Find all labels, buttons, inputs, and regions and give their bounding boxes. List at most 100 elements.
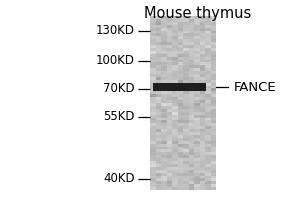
Bar [188, 132, 194, 135]
Bar [150, 71, 156, 74]
Bar [200, 91, 205, 94]
Bar [200, 146, 205, 149]
Bar [150, 106, 156, 109]
Bar [167, 109, 172, 112]
Bar [211, 172, 216, 176]
Bar [150, 36, 156, 39]
Bar [161, 123, 167, 126]
Bar [188, 68, 194, 71]
Bar [188, 184, 194, 187]
Bar [161, 169, 167, 173]
Bar [167, 117, 172, 120]
Bar [167, 24, 172, 28]
Bar [161, 51, 167, 54]
Bar [167, 36, 172, 39]
Bar [178, 149, 183, 152]
Bar [172, 94, 178, 97]
Bar [183, 112, 189, 115]
Bar [200, 184, 205, 187]
Bar [172, 27, 178, 30]
Bar [172, 74, 178, 77]
Bar [205, 126, 211, 129]
Bar [172, 85, 178, 88]
Bar [205, 19, 211, 22]
Bar [200, 161, 205, 164]
Bar [172, 39, 178, 42]
Bar [194, 22, 200, 25]
Bar [200, 97, 205, 100]
Bar [178, 74, 183, 77]
Bar [172, 80, 178, 83]
Bar [194, 158, 200, 161]
Bar [161, 65, 167, 68]
Bar [178, 88, 183, 91]
Bar [155, 39, 161, 42]
Bar [172, 138, 178, 141]
Bar [172, 172, 178, 176]
Bar [194, 48, 200, 51]
Bar [150, 45, 156, 48]
Bar [161, 33, 167, 36]
Bar [172, 24, 178, 28]
Bar [150, 16, 156, 19]
Bar [211, 187, 216, 190]
Bar [161, 129, 167, 132]
Bar [183, 22, 189, 25]
Bar [211, 114, 216, 117]
Bar [172, 59, 178, 62]
Bar [155, 91, 161, 94]
Bar [183, 71, 189, 74]
Bar [211, 48, 216, 51]
Bar [167, 71, 172, 74]
Bar [167, 152, 172, 155]
Bar [211, 100, 216, 103]
Bar [150, 56, 156, 60]
Bar [172, 114, 178, 117]
Bar [172, 117, 178, 120]
Bar [211, 39, 216, 42]
Bar [167, 48, 172, 51]
Bar [188, 103, 194, 106]
Bar [194, 132, 200, 135]
Bar [194, 27, 200, 30]
Bar [150, 169, 156, 173]
Bar [188, 135, 194, 138]
Bar [150, 103, 156, 106]
Bar [172, 53, 178, 57]
Bar [188, 36, 194, 39]
Bar [161, 71, 167, 74]
Bar [178, 82, 183, 86]
Bar [211, 71, 216, 74]
Bar [155, 65, 161, 68]
Bar [178, 85, 183, 88]
Bar [188, 106, 194, 109]
Bar [178, 36, 183, 39]
Bar [172, 158, 178, 161]
Bar [205, 138, 211, 141]
Bar [194, 106, 200, 109]
Bar [167, 167, 172, 170]
Bar [183, 132, 189, 135]
Bar [200, 19, 205, 22]
Bar [167, 126, 172, 129]
Bar [167, 33, 172, 36]
Bar [161, 62, 167, 65]
Bar [150, 39, 156, 42]
Text: 55KD: 55KD [103, 110, 135, 123]
Bar [194, 51, 200, 54]
Bar [183, 68, 189, 71]
Bar [150, 80, 156, 83]
Bar [150, 158, 156, 161]
Bar [161, 155, 167, 158]
Bar [205, 42, 211, 45]
Bar [194, 19, 200, 22]
Bar [194, 149, 200, 152]
Bar [178, 181, 183, 184]
Bar [167, 140, 172, 144]
Bar [205, 30, 211, 33]
Bar [188, 53, 194, 57]
Bar [183, 117, 189, 120]
Bar [155, 155, 161, 158]
Bar [183, 16, 189, 19]
Bar [205, 82, 211, 86]
